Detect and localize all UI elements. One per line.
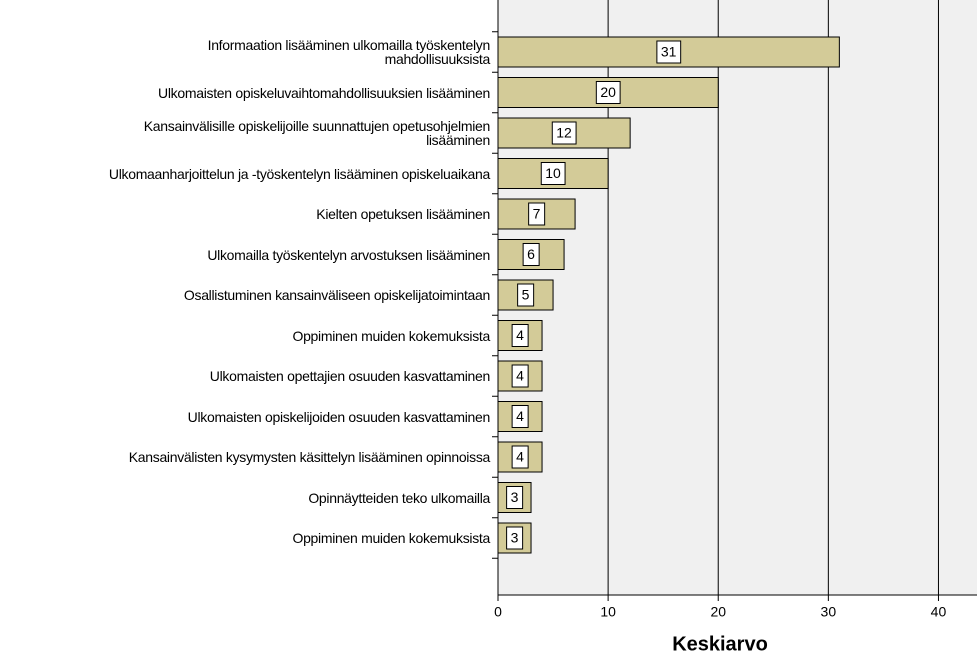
y-tick-label: Ulkomaisten opiskelijoiden osuuden kasva…	[187, 408, 491, 425]
y-tick-label: Informaation lisääminen ulkomailla työsk…	[207, 37, 491, 67]
value-label: 10	[545, 165, 561, 181]
value-label-box	[506, 526, 524, 550]
value-label: 12	[556, 125, 572, 141]
y-tick-label: Ulkomailla työskentelyn arvostuksen lisä…	[207, 246, 490, 263]
y-tick-label: Kansainvälisille opiskelijoille suunnatt…	[143, 118, 491, 148]
y-tick-label: Osallistuminen kansainväliseen opiskelij…	[183, 287, 490, 303]
value-label-box	[511, 445, 529, 469]
value-label: 7	[533, 206, 541, 222]
x-tick-label: 30	[821, 604, 837, 620]
y-tick-label: Ulkomaanharjoittelun ja -työskentelyn li…	[108, 165, 490, 182]
value-label-box	[506, 486, 524, 509]
value-label-box	[517, 283, 535, 307]
value-label: 4	[516, 368, 524, 384]
x-tick-label: 10	[600, 604, 616, 620]
value-label-box	[595, 81, 621, 104]
x-axis-label: Keskiarvo	[672, 633, 768, 655]
value-label: 4	[516, 449, 524, 465]
value-label-box	[551, 121, 577, 145]
x-tick-label: 0	[494, 604, 502, 620]
value-label: 3	[511, 530, 519, 546]
value-label: 20	[600, 84, 616, 100]
y-tick-label: Ulkomaisten opiskeluvaihtomahdollisuuksi…	[158, 84, 490, 101]
y-tick-label: Oppiminen muiden kokemuksista	[292, 530, 490, 546]
y-tick-label: Kansainvälisten kysymysten käsittelyn li…	[128, 449, 491, 465]
value-label-box	[511, 324, 529, 347]
x-tick-label: 40	[931, 604, 947, 620]
value-label: 3	[511, 489, 519, 505]
value-label: 31	[661, 44, 677, 60]
value-label-box	[656, 40, 682, 64]
x-tick-label: 20	[710, 604, 726, 620]
value-label: 4	[516, 408, 524, 424]
y-tick-label: Oppiminen muiden kokemuksista	[292, 327, 490, 344]
y-tick-label: Ulkomaisten opettajien osuuden kasvattam…	[209, 368, 491, 384]
value-label-box	[511, 364, 529, 388]
value-label: 6	[527, 246, 535, 262]
value-label: 5	[522, 287, 530, 303]
y-tick-label: Kielten opetuksen lisääminen	[316, 206, 490, 222]
value-label-box	[528, 202, 546, 226]
y-tick-label: Opinnäytteiden teko ulkomailla	[308, 489, 490, 506]
value-label-box	[522, 243, 540, 266]
value-label-box	[540, 162, 566, 185]
value-label-box	[511, 405, 529, 428]
value-label: 4	[516, 327, 524, 343]
